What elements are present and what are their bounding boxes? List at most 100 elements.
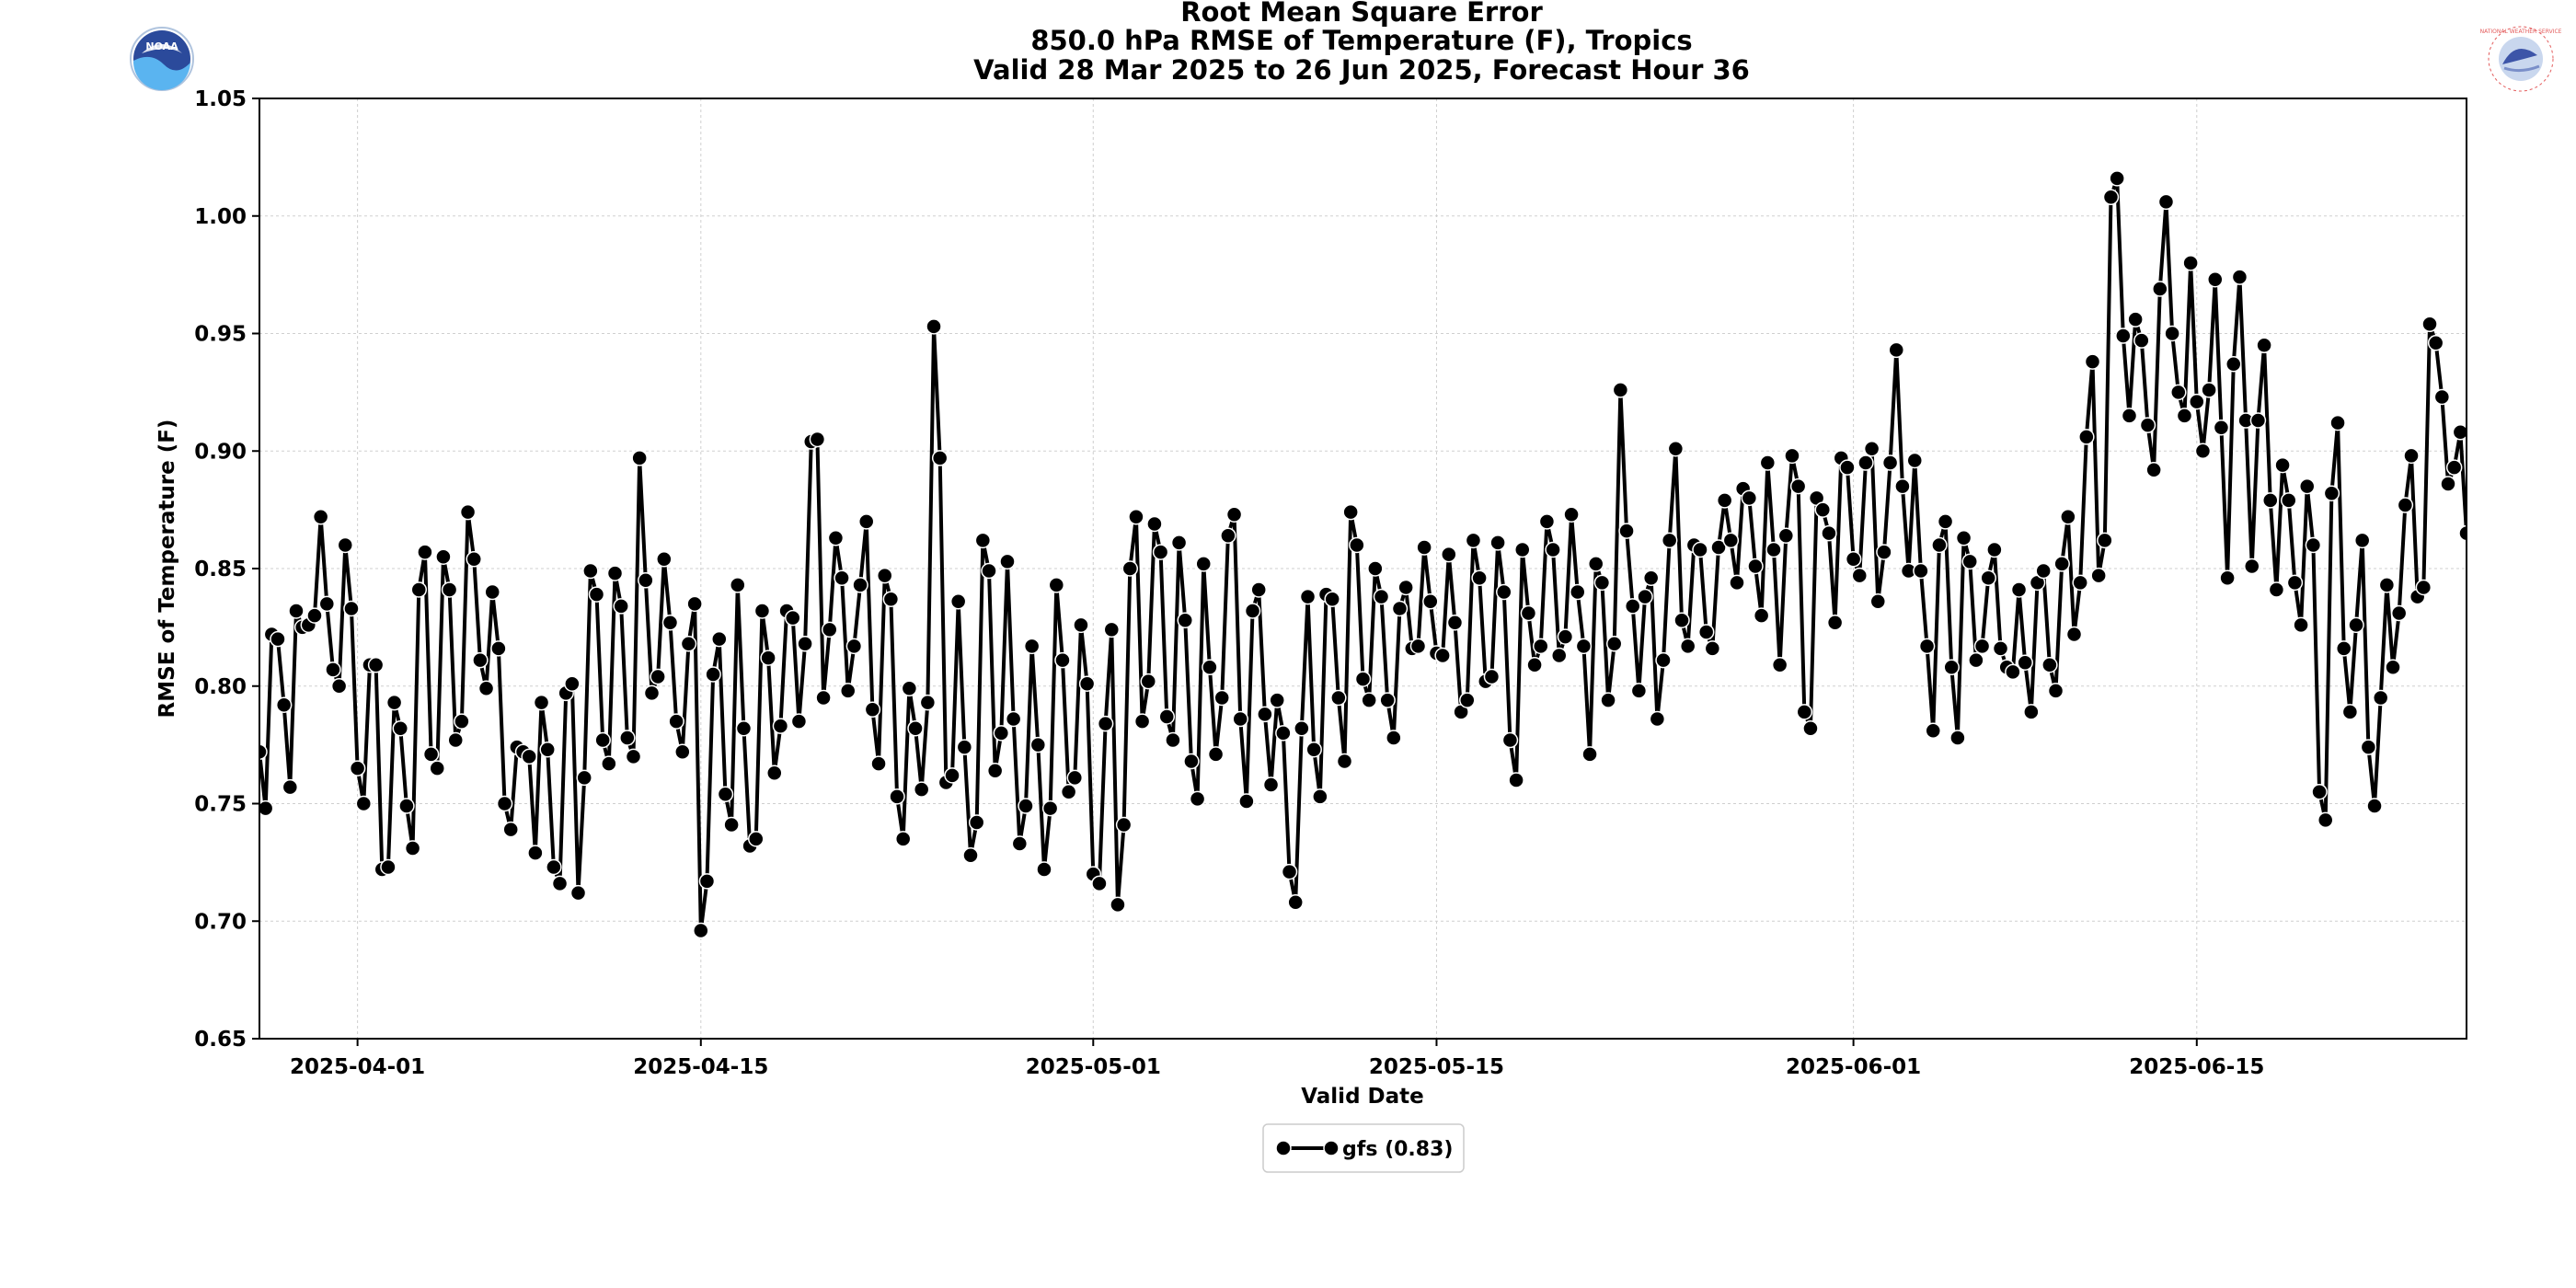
data-point xyxy=(1489,535,1506,551)
data-point xyxy=(2053,556,2070,572)
data-point xyxy=(330,678,348,695)
data-point xyxy=(404,840,421,857)
data-point xyxy=(656,551,673,568)
data-point xyxy=(1054,651,1071,669)
data-point xyxy=(2231,269,2248,285)
y-tick-label: 0.95 xyxy=(194,323,247,347)
legend-label: gfs (0.83) xyxy=(1342,1138,1453,1161)
data-point xyxy=(2090,567,2107,584)
data-point xyxy=(2244,558,2260,575)
legend-box xyxy=(1262,1123,1465,1173)
data-point xyxy=(913,781,930,798)
data-point xyxy=(1851,567,1869,584)
data-point xyxy=(2157,193,2175,211)
title-line-3: Valid 28 Mar 2025 to 26 Jun 2025, Foreca… xyxy=(973,54,1750,86)
data-point xyxy=(2115,328,2132,344)
data-point xyxy=(564,675,581,692)
data-point xyxy=(1906,452,1923,469)
data-point xyxy=(1741,489,1758,507)
data-point xyxy=(1140,673,1157,690)
data-point xyxy=(1697,624,1715,640)
data-point xyxy=(839,683,857,699)
data-point xyxy=(1992,640,2009,657)
data-point xyxy=(2164,325,2180,342)
data-point xyxy=(1324,591,1340,607)
data-point xyxy=(1110,896,1126,914)
data-point xyxy=(2207,270,2224,288)
chart-title: Root Mean Square Error 850.0 hPa RMSE of… xyxy=(973,0,1750,86)
title-line-1: Root Mean Square Error xyxy=(1180,0,1543,28)
data-point xyxy=(717,786,734,803)
data-point xyxy=(1514,541,1531,558)
data-point xyxy=(1441,546,1457,563)
data-point xyxy=(582,562,599,580)
data-point xyxy=(1826,615,1844,631)
data-point xyxy=(986,762,1004,779)
data-point xyxy=(318,595,336,613)
x-tick-label: 2025-05-01 xyxy=(1026,1055,1161,1079)
data-point xyxy=(638,572,654,589)
data-point xyxy=(588,586,605,603)
data-point xyxy=(1679,638,1696,655)
data-point xyxy=(1496,583,1512,601)
data-point xyxy=(2390,604,2408,622)
data-point xyxy=(454,713,470,730)
x-tick-label: 2025-04-01 xyxy=(290,1055,425,1079)
data-point xyxy=(1146,515,1163,533)
data-point xyxy=(2372,689,2389,707)
data-point xyxy=(1225,506,1243,523)
data-point xyxy=(962,846,979,864)
data-point xyxy=(1563,506,1580,523)
data-point xyxy=(748,831,765,847)
data-point xyxy=(2403,447,2420,465)
data-point xyxy=(1269,692,1285,708)
data-point xyxy=(2360,739,2377,755)
data-point xyxy=(760,650,776,666)
data-point xyxy=(705,666,721,683)
data-point xyxy=(472,651,489,669)
data-point xyxy=(2281,492,2297,509)
data-point xyxy=(2445,459,2463,476)
data-point xyxy=(1036,861,1052,878)
data-point xyxy=(2286,574,2304,592)
data-point xyxy=(1802,719,1819,737)
data-point xyxy=(343,600,360,617)
data-point xyxy=(1483,668,1501,685)
data-point xyxy=(2035,562,2052,580)
data-point xyxy=(355,795,373,812)
data-point xyxy=(2152,281,2168,297)
data-point xyxy=(2341,704,2359,720)
data-point xyxy=(2268,581,2285,598)
data-point xyxy=(1379,692,1396,708)
data-point xyxy=(1189,790,1206,808)
data-point xyxy=(576,769,592,787)
data-point xyxy=(2072,574,2088,592)
data-point xyxy=(1747,558,1764,575)
data-point xyxy=(2060,509,2076,525)
data-point xyxy=(1073,616,1089,634)
data-point xyxy=(259,799,274,817)
data-point xyxy=(2194,443,2212,459)
data-point xyxy=(2421,316,2438,333)
data-point xyxy=(2078,429,2095,445)
data-point xyxy=(2017,654,2033,671)
data-point xyxy=(2427,334,2444,351)
data-point xyxy=(857,513,875,530)
data-point xyxy=(288,603,305,619)
data-point xyxy=(1986,541,2003,558)
data-point xyxy=(1876,544,1892,560)
data-point xyxy=(1133,713,1151,730)
data-point xyxy=(1673,612,1690,628)
data-point xyxy=(1759,454,1777,471)
data-point xyxy=(1397,579,1414,596)
legend: gfs (0.83) xyxy=(1262,1123,1465,1173)
data-point xyxy=(398,798,415,814)
data-point xyxy=(2348,616,2364,634)
data-point xyxy=(1459,692,1476,708)
data-point xyxy=(1593,574,1611,592)
data-point xyxy=(2010,581,2028,598)
data-point xyxy=(931,450,949,466)
x-tick-label: 2025-05-15 xyxy=(1369,1055,1504,1079)
data-point xyxy=(2311,783,2328,800)
data-point xyxy=(1220,527,1236,544)
